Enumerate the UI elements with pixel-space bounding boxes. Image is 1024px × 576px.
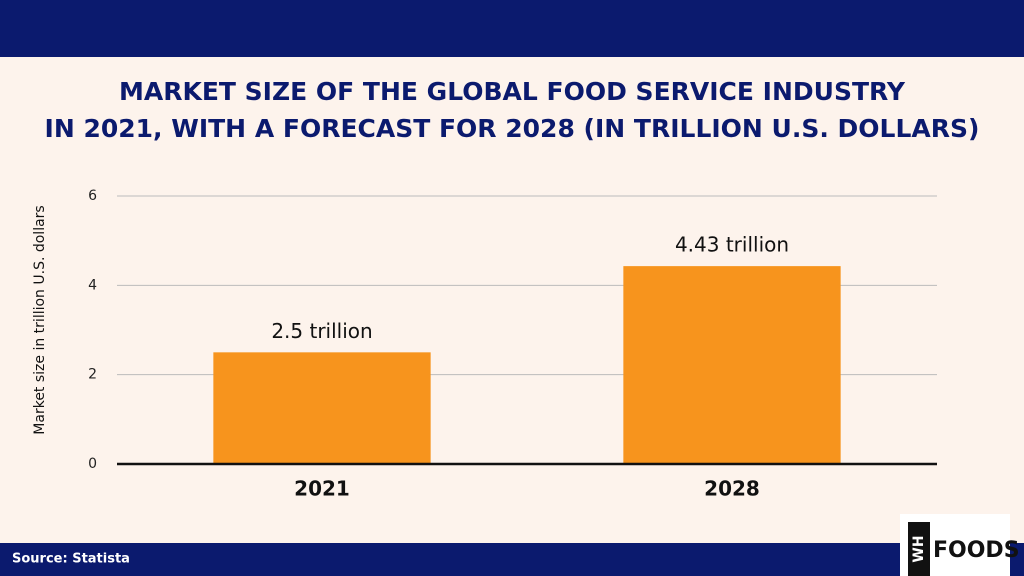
value-label: 2.5 trillion <box>271 319 372 343</box>
logo-mark: WH <box>911 535 927 562</box>
bar <box>213 352 431 464</box>
source: Source: Statista <box>12 552 130 567</box>
chart-title: MARKET SIZE OF THE GLOBAL FOOD SERVICE I… <box>119 77 906 106</box>
y-axis-label: Market size in trillion U.S. dollars <box>32 205 48 434</box>
x-tick-label: 2021 <box>294 477 350 501</box>
chart-title: IN 2021, WITH A FORECAST FOR 2028 (IN TR… <box>45 114 980 143</box>
logo-text: FOODS <box>933 538 1020 563</box>
bar <box>623 266 841 464</box>
value-label: 4.43 trillion <box>675 233 789 257</box>
top-band <box>0 0 1024 57</box>
bottom-band <box>0 543 1024 576</box>
x-tick-label: 2028 <box>704 477 760 501</box>
y-tick-label: 0 <box>88 456 97 472</box>
logo-mark-box <box>908 522 930 576</box>
y-tick-label: 2 <box>88 367 97 383</box>
y-tick-label: 6 <box>88 188 97 204</box>
y-tick-label: 4 <box>88 277 97 293</box>
